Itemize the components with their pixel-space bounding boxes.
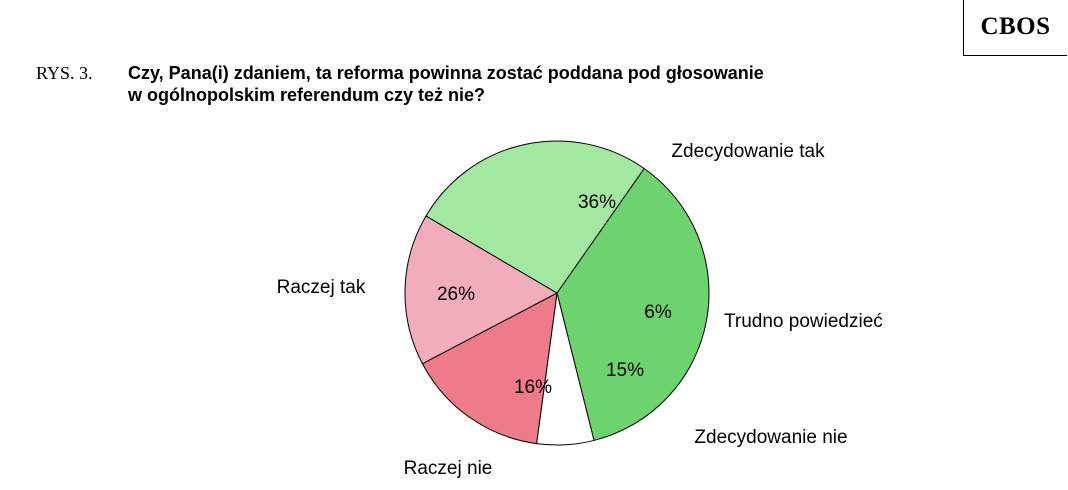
slice-category-label-zdecydowanie-tak: Zdecydowanie tak [671, 141, 825, 162]
slice-category-label-trudno-powiedziec: Trudno powiedzieć [724, 311, 883, 332]
pie-slice-raczej-nie [404, 215, 558, 365]
slice-value-label-raczej-tak: 26% [437, 284, 475, 305]
chart-title: Czy, Pana(i) zdaniem, ta reforma powinna… [128, 62, 928, 106]
chart-title-line-2: w ogólnopolskim referendum czy też nie? [128, 85, 486, 105]
pie-labels: 36% Zdecydowanie tak 6% Trudno powiedzieć 15… [277, 141, 883, 479]
slice-category-label-raczej-nie: Raczej nie [404, 458, 493, 479]
pie-slice-zdecydowanie-nie [421, 292, 558, 445]
figure-label: RYS. 3. [36, 63, 93, 83]
slice-value-label-zdecydowanie-tak: 36% [578, 192, 616, 213]
chart-title-line-1: Czy, Pana(i) zdaniem, ta reforma powinna… [128, 63, 764, 83]
pie-slices [404, 140, 710, 446]
pie-slice-raczej-tak [425, 140, 645, 294]
pie-slice-zdecydowanie-tak [556, 167, 710, 441]
cbos-logo-box: CBOS [963, 0, 1067, 56]
slice-category-label-zdecydowanie-nie: Zdecydowanie nie [694, 427, 847, 448]
slice-category-label-raczej-tak: Raczej tak [277, 277, 366, 298]
slice-value-label-trudno-powiedziec: 6% [644, 302, 672, 323]
cbos-logo-text: CBOS [980, 12, 1051, 40]
slice-value-label-raczej-nie: 16% [514, 377, 552, 398]
slice-value-label-zdecydowanie-nie: 15% [606, 360, 644, 381]
